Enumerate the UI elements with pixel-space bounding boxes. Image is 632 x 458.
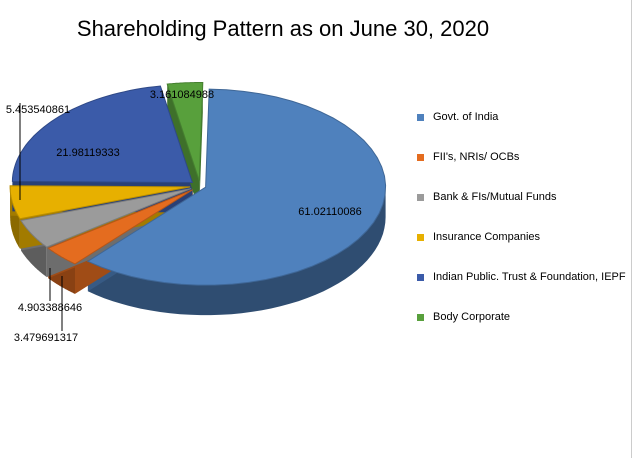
legend-item: FII's, NRIs/ OCBs	[417, 150, 627, 190]
data-label: 21.98119333	[56, 147, 119, 159]
legend-item: Bank & FIs/Mutual Funds	[417, 190, 627, 230]
legend-label: Indian Public. Trust & Foundation, IEPF	[433, 271, 626, 283]
legend-label: Body Corporate	[433, 311, 511, 323]
chart-title: Shareholding Pattern as on June 30, 2020	[76, 16, 490, 41]
legend-item: Body Corporate	[417, 310, 627, 350]
legend-swatch	[417, 114, 424, 121]
slice	[11, 85, 194, 183]
data-label: 3.161084988	[150, 89, 214, 101]
legend-item: Govt. of India	[417, 110, 627, 150]
legend-swatch	[417, 314, 424, 321]
legend-swatch	[417, 234, 424, 241]
slice	[9, 185, 191, 220]
legend-swatch	[417, 194, 424, 201]
slice	[86, 88, 387, 286]
legend-label: FII's, NRIs/ OCBs	[433, 151, 520, 163]
legend-label: Insurance Companies	[433, 231, 541, 243]
legend-swatch	[417, 274, 424, 281]
slice	[20, 188, 192, 248]
slice	[166, 82, 204, 181]
data-label: 5.453540861	[6, 104, 70, 116]
legend-swatch	[417, 154, 424, 161]
data-label: 3.479691317	[14, 332, 78, 344]
data-label: 4.903388646	[18, 302, 82, 314]
slice	[47, 189, 193, 265]
slice-side	[10, 186, 20, 249]
legend-item: Indian Public. Trust & Foundation, IEPF	[417, 270, 627, 310]
data-label: 61.02110086	[298, 206, 361, 218]
slice-side	[87, 187, 386, 316]
legend: Govt. of India FII's, NRIs/ OCBs Bank & FI…	[417, 110, 627, 350]
legend-label: Bank & FIs/Mutual Funds	[433, 191, 557, 203]
legend-item: Insurance Companies	[417, 230, 627, 270]
legend-label: Govt. of India	[433, 111, 499, 123]
